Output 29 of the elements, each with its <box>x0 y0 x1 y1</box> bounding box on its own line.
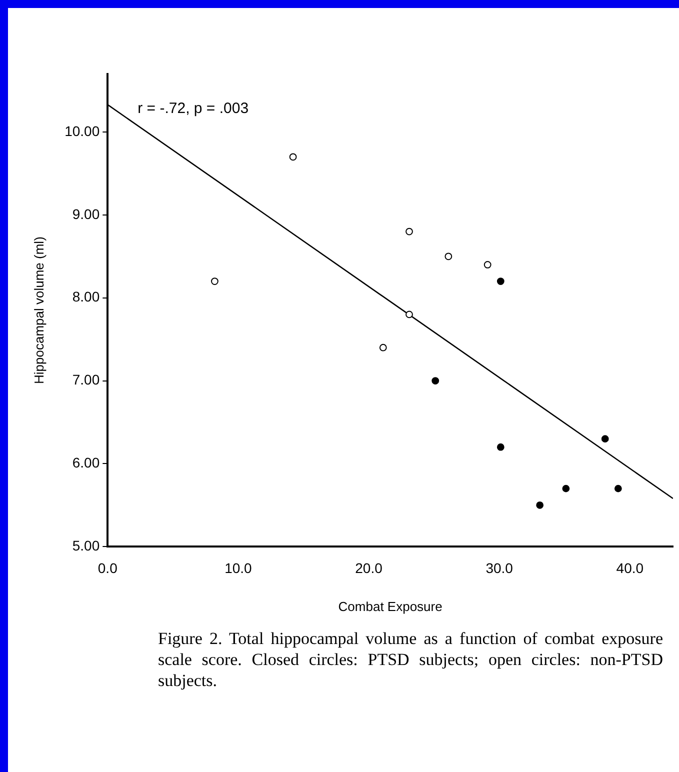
point <box>496 278 504 285</box>
caption: Figure 2. Total hippocampal volume as a function of combat exposure scale score. Closed circles: PTSD subjects; open circles: non-PTSD subjects. <box>158 628 663 691</box>
annotation: r = -.72, p = .003 <box>138 100 249 118</box>
x-tick-label: 0.0 <box>98 560 118 576</box>
x-tick-label: 10.0 <box>224 560 252 576</box>
point <box>444 252 452 260</box>
x-tick-label: 20.0 <box>355 560 383 576</box>
point <box>601 435 609 443</box>
point <box>211 278 218 285</box>
y-tick-label: 8.00 <box>72 288 100 305</box>
point <box>432 377 440 384</box>
point <box>406 310 413 318</box>
x-tick-label: 40.0 <box>616 560 644 576</box>
x-axis-title: Combat Exposure <box>338 598 442 614</box>
y-axis-title: Hippocampal volume (ml) <box>31 236 46 384</box>
y-tick-label: 9.00 <box>72 206 100 222</box>
point <box>562 484 570 492</box>
point <box>536 501 544 509</box>
point <box>379 344 387 352</box>
point <box>496 443 504 451</box>
y-tick-label: 10.00 <box>64 122 100 139</box>
y-tick-label: 5.00 <box>72 537 100 554</box>
point <box>289 153 297 161</box>
point <box>614 484 622 492</box>
y-tick-label: 6.00 <box>72 454 100 471</box>
y-tick-label: 7.00 <box>72 372 100 388</box>
point <box>406 228 413 236</box>
point <box>484 261 492 268</box>
x-tick-label: 30.0 <box>486 560 514 576</box>
